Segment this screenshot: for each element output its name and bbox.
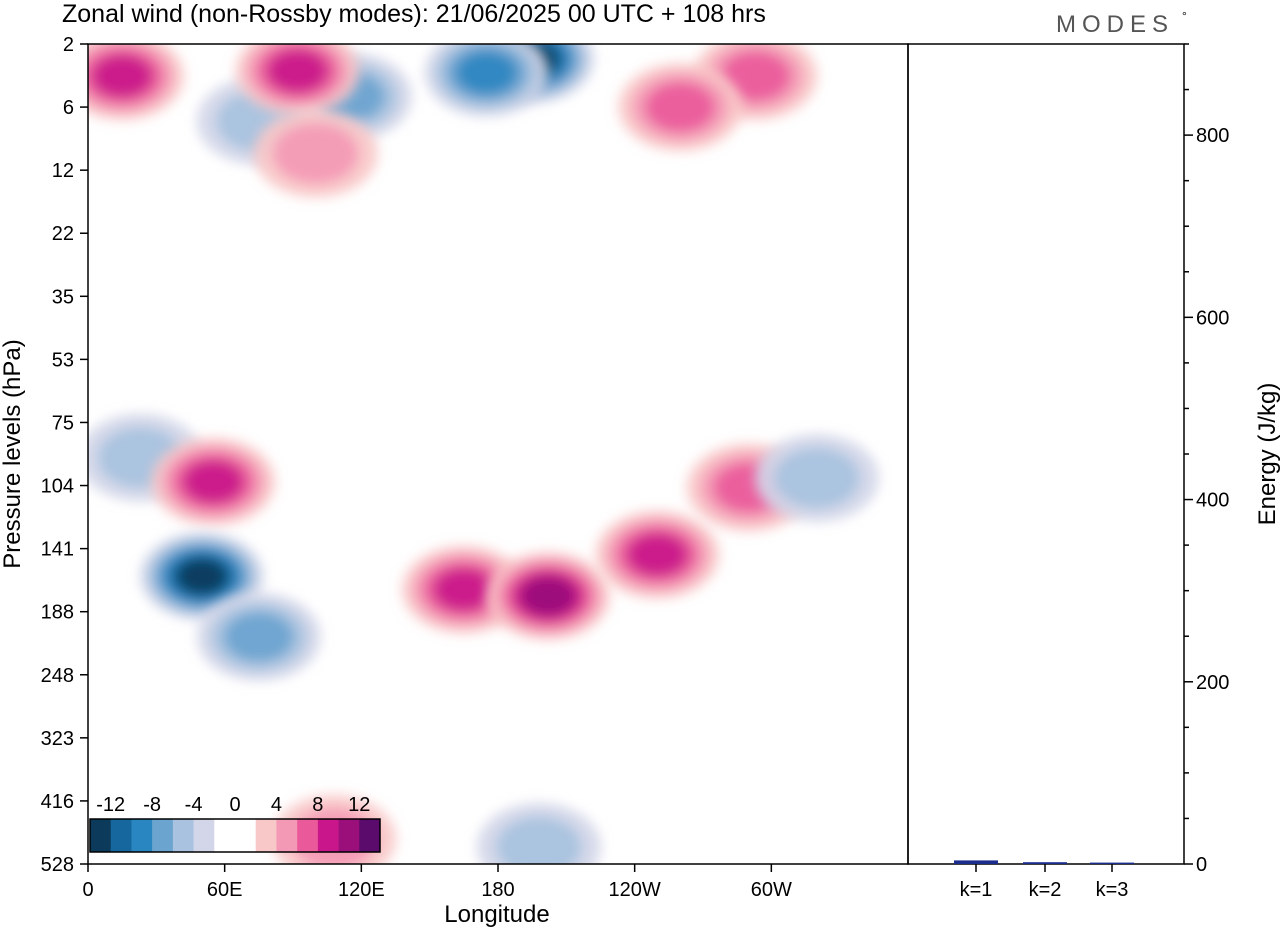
contour-band (774, 447, 860, 509)
x-tick-label: 60W (751, 879, 792, 901)
colorbar-swatch (317, 819, 339, 852)
contour-band (92, 54, 153, 98)
y-axis-label: Pressure levels (hPa) (0, 339, 26, 568)
colorbar-label: 4 (271, 794, 282, 816)
x-tick-label: 0 (82, 879, 93, 901)
energy-category-label: k=1 (960, 879, 993, 901)
colorbar-swatch (152, 819, 174, 852)
contour-band (176, 558, 227, 595)
energy-tick-label: 400 (1196, 490, 1229, 512)
contour-band (224, 612, 294, 662)
colorbar-swatch (110, 819, 132, 852)
wind-anomaly-4 (88, 44, 185, 121)
contour-band (456, 51, 517, 95)
contour-band (627, 533, 688, 576)
logo-mark: ° (1182, 9, 1187, 23)
energy-panel-frame (907, 43, 1185, 865)
energy-axis: 0 200 400 600 800 (1184, 43, 1229, 876)
chart-title: Zonal wind (non-Rossby modes): 21/06/202… (62, 0, 766, 28)
colorbar-swatch (359, 819, 381, 852)
y-tick-label: 22 (52, 223, 74, 245)
colorbar-label: 12 (348, 794, 370, 816)
contour-band (720, 51, 791, 101)
colorbar-legend: -12 -8 -4 0 4 8 12 (89, 794, 381, 853)
y-tick-label: 248 (41, 665, 74, 687)
colorbar-label: 0 (229, 794, 240, 816)
contour-band (496, 816, 582, 864)
colorbar-swatch (172, 819, 194, 852)
energy-tick-label: 600 (1196, 307, 1229, 329)
longitude-axis: 0 60E 120E 180 120W 60W (82, 864, 792, 901)
energy-category-label: k=3 (1096, 879, 1129, 901)
y-tick-label: 6 (63, 97, 74, 119)
energy-tick-label: 0 (1196, 854, 1207, 876)
wind-anomaly-5 (235, 44, 360, 115)
wind-anomaly-18 (477, 802, 601, 864)
y-tick-label: 75 (52, 412, 74, 434)
colorbar-swatch (255, 819, 277, 852)
colorbar-swatch (214, 819, 236, 852)
energy-bars: k=1 k=2 k=3 (954, 860, 1134, 901)
colorbar-label: 8 (312, 794, 323, 816)
y-tick-label: 53 (52, 349, 74, 371)
colorbar-frame (89, 818, 381, 853)
y-tick-label: 35 (52, 286, 74, 308)
wind-anomaly-1 (424, 44, 549, 117)
wind-anomaly-14 (486, 552, 611, 640)
heatmap-field (88, 44, 879, 864)
colorbar-label: -12 (96, 794, 125, 816)
energy-bar-k=1 (954, 860, 998, 864)
colorbar-swatch (193, 819, 215, 852)
energy-bar-k=3 (1090, 862, 1134, 864)
contour-band (267, 49, 328, 93)
wind-anomaly-8 (618, 63, 743, 152)
energy-category-label: k=2 (1029, 879, 1062, 901)
modes-logo: MODES ° (1056, 9, 1187, 38)
contour-band (645, 82, 715, 132)
energy-axis-label: Energy (J/kg) (1254, 383, 1280, 526)
x-tick-label: 180 (481, 879, 514, 901)
contour-band (183, 460, 244, 504)
colorbar-swatch (276, 819, 298, 852)
contour-band (521, 576, 576, 616)
contour-band (273, 123, 359, 184)
y-tick-label: 2 (63, 34, 74, 56)
x-tick-label: 120W (609, 879, 661, 901)
y-tick-label: 141 (41, 539, 74, 561)
energy-tick-label: 200 (1196, 672, 1229, 694)
colorbar-label: -4 (185, 794, 203, 816)
wind-anomaly-6 (253, 109, 378, 198)
y-tick-label: 12 (52, 160, 74, 182)
colorbar-swatch (297, 819, 319, 852)
wind-anomaly-15 (595, 510, 720, 599)
x-axis-label: Longitude (444, 901, 549, 928)
contour-band (433, 568, 494, 611)
x-tick-label: 60E (207, 879, 243, 901)
energy-tick-label: 800 (1196, 125, 1229, 147)
y-tick-label: 188 (41, 602, 74, 624)
wind-anomaly-11 (139, 532, 264, 621)
pressure-axis: 2 6 12 22 35 53 75 104 141 188 248 323 416 528 (41, 34, 88, 876)
wind-anomaly-17 (754, 434, 879, 522)
y-tick-label: 323 (41, 728, 74, 750)
colorbar-swatch (90, 819, 112, 852)
colorbar-swatch (338, 819, 360, 852)
y-tick-label: 104 (41, 476, 74, 498)
wind-anomaly-12 (196, 592, 321, 681)
y-tick-label: 528 (41, 854, 74, 876)
colorbar-swatch (235, 819, 257, 852)
colorbar-label: -8 (143, 794, 161, 816)
wind-anomaly-10 (151, 437, 276, 526)
logo-text: MODES (1056, 11, 1174, 38)
colorbar-swatch (131, 819, 153, 852)
y-tick-label: 416 (41, 791, 74, 813)
energy-bar-k=2 (1023, 862, 1067, 864)
x-tick-label: 120E (338, 879, 385, 901)
